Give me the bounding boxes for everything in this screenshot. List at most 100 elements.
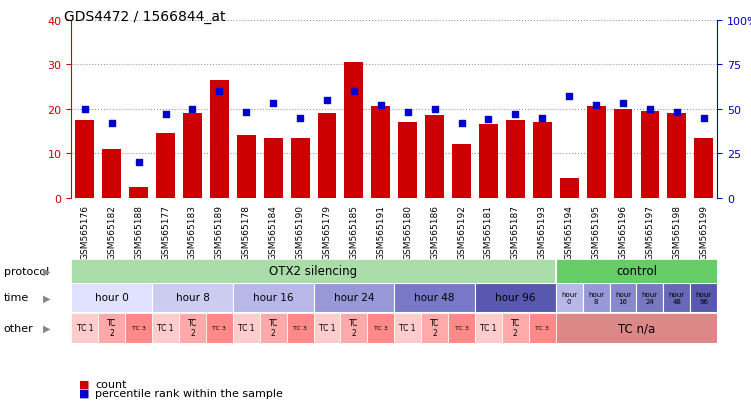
Text: TC 1: TC 1 xyxy=(238,323,255,332)
Bar xyxy=(260,313,287,343)
Bar xyxy=(452,145,471,198)
Point xyxy=(240,110,252,116)
Text: TC 3: TC 3 xyxy=(293,325,307,330)
Point xyxy=(563,94,575,100)
Text: hour
0: hour 0 xyxy=(561,291,578,304)
Bar xyxy=(233,284,314,312)
Text: hour
48: hour 48 xyxy=(669,291,685,304)
Bar xyxy=(102,150,121,198)
Point xyxy=(159,112,171,118)
Bar xyxy=(183,114,202,198)
Bar xyxy=(529,313,556,343)
Bar xyxy=(345,63,363,198)
Bar xyxy=(559,178,578,198)
Point xyxy=(590,102,602,109)
Bar xyxy=(475,284,556,312)
Point xyxy=(348,88,360,95)
Text: TC 3: TC 3 xyxy=(374,325,388,330)
Text: TC 1: TC 1 xyxy=(480,323,496,332)
Bar xyxy=(152,284,233,312)
Point xyxy=(698,115,710,121)
Point xyxy=(617,101,629,107)
Text: ■: ■ xyxy=(79,379,89,389)
Point xyxy=(186,106,198,113)
Text: ▶: ▶ xyxy=(43,266,50,276)
Text: time: time xyxy=(4,293,29,303)
Bar xyxy=(690,284,717,312)
Text: hour
8: hour 8 xyxy=(588,291,604,304)
Text: TC 1: TC 1 xyxy=(400,323,416,332)
Text: other: other xyxy=(4,323,34,333)
Text: ■: ■ xyxy=(79,388,89,398)
Point xyxy=(402,110,414,116)
Text: TC
2: TC 2 xyxy=(511,318,520,337)
Point xyxy=(79,106,91,113)
Text: TC
2: TC 2 xyxy=(107,318,116,337)
Bar xyxy=(394,284,475,312)
Bar xyxy=(318,114,336,198)
Text: GDS4472 / 1566844_at: GDS4472 / 1566844_at xyxy=(64,10,225,24)
Point xyxy=(429,106,441,113)
Bar xyxy=(556,313,717,343)
Text: hour
16: hour 16 xyxy=(615,291,631,304)
Text: protocol: protocol xyxy=(4,266,49,276)
Bar xyxy=(264,138,282,198)
Bar xyxy=(314,313,340,343)
Bar xyxy=(206,313,233,343)
Bar xyxy=(668,114,686,198)
Text: hour 0: hour 0 xyxy=(95,293,128,303)
Bar xyxy=(71,259,556,283)
Bar xyxy=(583,284,610,312)
Text: hour 48: hour 48 xyxy=(415,293,455,303)
Bar xyxy=(502,313,529,343)
Bar xyxy=(98,313,125,343)
Text: TC 3: TC 3 xyxy=(535,325,549,330)
Bar xyxy=(533,123,552,198)
Point xyxy=(375,102,387,109)
Point xyxy=(536,115,548,121)
Text: percentile rank within the sample: percentile rank within the sample xyxy=(95,388,283,398)
Text: TC
2: TC 2 xyxy=(349,318,358,337)
Bar xyxy=(156,134,175,198)
Bar xyxy=(394,313,421,343)
Bar xyxy=(641,112,659,198)
Text: TC 3: TC 3 xyxy=(131,325,146,330)
Bar xyxy=(75,121,94,198)
Bar xyxy=(556,284,583,312)
Point xyxy=(509,112,521,118)
Text: count: count xyxy=(95,379,127,389)
Bar xyxy=(291,138,309,198)
Bar xyxy=(71,284,152,312)
Bar xyxy=(506,121,525,198)
Bar xyxy=(479,125,498,198)
Point xyxy=(644,106,656,113)
Bar xyxy=(314,284,394,312)
Bar xyxy=(587,107,605,198)
Text: hour
96: hour 96 xyxy=(695,291,712,304)
Point xyxy=(456,120,468,127)
Bar xyxy=(695,138,713,198)
Point xyxy=(133,159,145,166)
Bar xyxy=(340,313,367,343)
Text: control: control xyxy=(616,264,657,278)
Point xyxy=(106,120,118,127)
Bar xyxy=(237,136,255,198)
Bar xyxy=(179,313,206,343)
Text: hour 8: hour 8 xyxy=(176,293,210,303)
Bar xyxy=(556,259,717,283)
Text: hour 24: hour 24 xyxy=(333,293,374,303)
Bar xyxy=(125,313,152,343)
Text: TC 3: TC 3 xyxy=(213,325,226,330)
Bar xyxy=(367,313,394,343)
Text: TC n/a: TC n/a xyxy=(618,321,655,335)
Text: TC
2: TC 2 xyxy=(269,318,278,337)
Text: TC 1: TC 1 xyxy=(318,323,335,332)
Bar xyxy=(129,187,148,198)
Bar xyxy=(210,81,229,198)
Bar xyxy=(287,313,314,343)
Text: hour 16: hour 16 xyxy=(253,293,294,303)
Bar xyxy=(372,107,391,198)
Bar xyxy=(610,284,637,312)
Bar xyxy=(637,284,663,312)
Bar xyxy=(614,109,632,198)
